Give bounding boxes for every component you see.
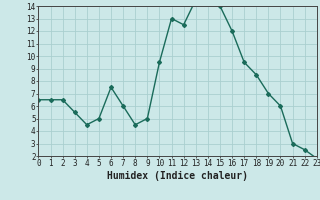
X-axis label: Humidex (Indice chaleur): Humidex (Indice chaleur) (107, 171, 248, 181)
